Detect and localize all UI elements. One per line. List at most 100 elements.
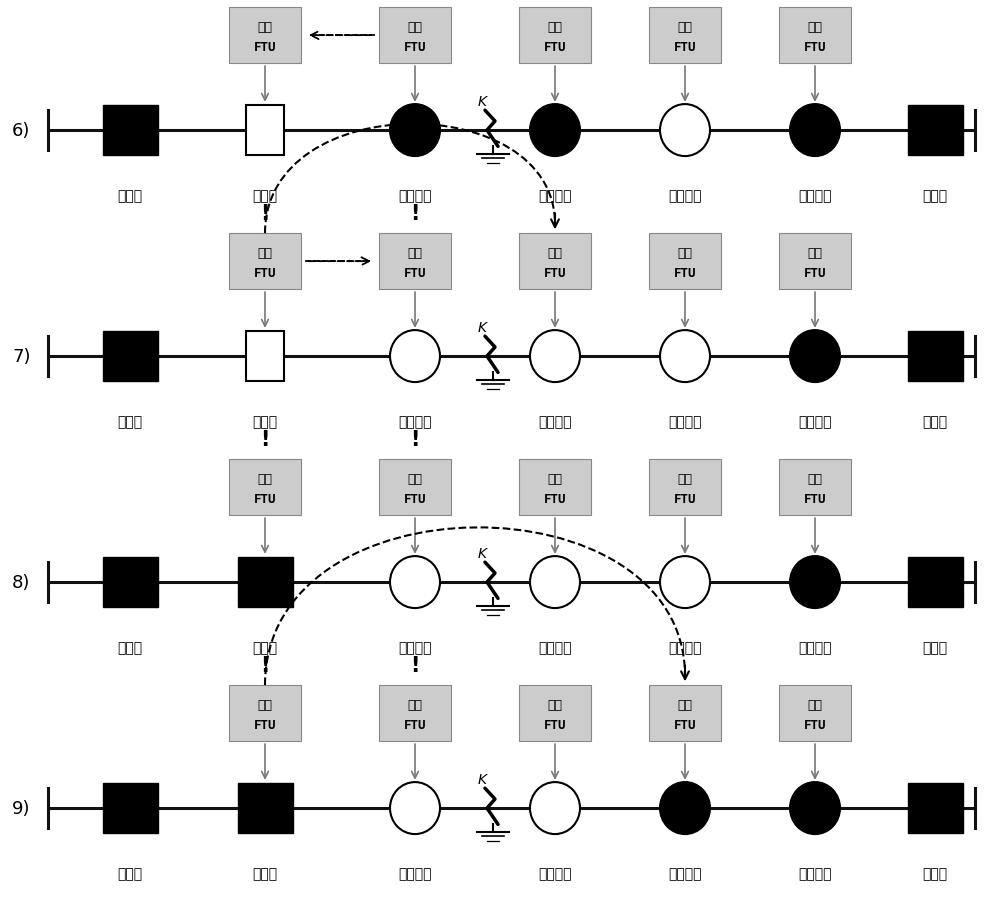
Text: 负荷开关: 负荷开关 bbox=[398, 640, 432, 655]
Text: 负荷开关: 负荷开关 bbox=[398, 866, 432, 880]
Bar bbox=[519, 234, 591, 290]
Bar bbox=[908, 106, 963, 155]
Text: 重合器: 重合器 bbox=[252, 866, 278, 880]
Text: 断路器: 断路器 bbox=[117, 414, 143, 429]
Text: !: ! bbox=[260, 430, 270, 450]
Bar bbox=[103, 558, 158, 607]
Ellipse shape bbox=[530, 105, 580, 157]
Text: FTU: FTU bbox=[404, 718, 426, 731]
Text: 断路器: 断路器 bbox=[117, 866, 143, 880]
Text: 负荷开关: 负荷开关 bbox=[798, 866, 832, 880]
Text: 负荷开关: 负荷开关 bbox=[398, 414, 432, 429]
Text: 联络开关: 联络开关 bbox=[668, 414, 702, 429]
Ellipse shape bbox=[790, 782, 840, 834]
Ellipse shape bbox=[530, 330, 580, 383]
Text: 智能: 智能 bbox=[678, 699, 692, 712]
Text: 负荷开关: 负荷开关 bbox=[798, 640, 832, 655]
Text: 智能: 智能 bbox=[808, 699, 822, 712]
Bar bbox=[238, 783, 293, 833]
Text: 断路器: 断路器 bbox=[117, 189, 143, 203]
Text: 重合器: 重合器 bbox=[252, 640, 278, 655]
Ellipse shape bbox=[790, 330, 840, 383]
Bar bbox=[649, 234, 721, 290]
Text: FTU: FTU bbox=[804, 266, 826, 280]
Text: !: ! bbox=[410, 430, 420, 450]
Text: 负荷开关: 负荷开关 bbox=[798, 189, 832, 203]
Text: !: ! bbox=[410, 656, 420, 675]
Text: 6): 6) bbox=[12, 122, 30, 140]
Bar bbox=[103, 783, 158, 833]
Text: 联络开关: 联络开关 bbox=[668, 866, 702, 880]
Text: 联络开关: 联络开关 bbox=[668, 640, 702, 655]
Text: FTU: FTU bbox=[544, 718, 566, 731]
Text: 智能: 智能 bbox=[408, 699, 422, 712]
Text: 智能: 智能 bbox=[548, 699, 562, 712]
Bar bbox=[779, 234, 851, 290]
Text: 重合器: 重合器 bbox=[252, 414, 278, 429]
Ellipse shape bbox=[660, 782, 710, 834]
Text: 负荷开关: 负荷开关 bbox=[538, 866, 572, 880]
Text: 负荷开关: 负荷开关 bbox=[538, 414, 572, 429]
Text: FTU: FTU bbox=[804, 41, 826, 54]
Bar bbox=[649, 460, 721, 516]
Text: 智能: 智能 bbox=[258, 699, 272, 712]
Text: FTU: FTU bbox=[674, 41, 696, 54]
Bar bbox=[246, 331, 284, 381]
Bar bbox=[649, 685, 721, 741]
Bar bbox=[238, 558, 293, 607]
Text: FTU: FTU bbox=[404, 492, 426, 506]
Text: 智能: 智能 bbox=[258, 247, 272, 260]
Text: 重合器: 重合器 bbox=[252, 189, 278, 203]
Bar bbox=[379, 460, 451, 516]
Text: 断路器: 断路器 bbox=[922, 866, 948, 880]
Text: 负荷开关: 负荷开关 bbox=[798, 414, 832, 429]
Text: 9): 9) bbox=[12, 799, 30, 817]
Text: 智能: 智能 bbox=[258, 473, 272, 486]
Bar bbox=[379, 8, 451, 64]
Text: FTU: FTU bbox=[544, 492, 566, 506]
Text: 断路器: 断路器 bbox=[922, 414, 948, 429]
Bar bbox=[519, 460, 591, 516]
Bar bbox=[103, 331, 158, 381]
Bar bbox=[779, 8, 851, 64]
Text: 7): 7) bbox=[12, 348, 30, 366]
Bar bbox=[779, 685, 851, 741]
Text: 智能: 智能 bbox=[548, 473, 562, 486]
Text: 智能: 智能 bbox=[808, 473, 822, 486]
Ellipse shape bbox=[790, 556, 840, 609]
Text: FTU: FTU bbox=[544, 266, 566, 280]
Text: FTU: FTU bbox=[254, 492, 276, 506]
Bar bbox=[519, 685, 591, 741]
Ellipse shape bbox=[660, 330, 710, 383]
Text: FTU: FTU bbox=[804, 492, 826, 506]
Text: !: ! bbox=[410, 204, 420, 224]
Text: FTU: FTU bbox=[804, 718, 826, 731]
Text: 智能: 智能 bbox=[678, 473, 692, 486]
Text: K: K bbox=[477, 321, 487, 335]
Text: FTU: FTU bbox=[404, 41, 426, 54]
Bar bbox=[379, 685, 451, 741]
Text: !: ! bbox=[260, 656, 270, 675]
Ellipse shape bbox=[530, 782, 580, 834]
Ellipse shape bbox=[790, 105, 840, 157]
Text: 智能: 智能 bbox=[678, 22, 692, 34]
Text: 负荷开关: 负荷开关 bbox=[538, 189, 572, 203]
Ellipse shape bbox=[660, 556, 710, 609]
Text: 智能: 智能 bbox=[548, 22, 562, 34]
Text: 联络开关: 联络开关 bbox=[668, 189, 702, 203]
Text: !: ! bbox=[260, 204, 270, 224]
Text: 智能: 智能 bbox=[678, 247, 692, 260]
Text: 智能: 智能 bbox=[408, 22, 422, 34]
Text: 负荷开关: 负荷开关 bbox=[398, 189, 432, 203]
Text: 智能: 智能 bbox=[408, 247, 422, 260]
Bar bbox=[908, 783, 963, 833]
Text: FTU: FTU bbox=[674, 718, 696, 731]
Bar bbox=[229, 234, 301, 290]
Bar bbox=[908, 331, 963, 381]
Ellipse shape bbox=[390, 330, 440, 383]
Text: K: K bbox=[477, 772, 487, 787]
Text: FTU: FTU bbox=[254, 718, 276, 731]
Text: 断路器: 断路器 bbox=[922, 640, 948, 655]
Bar bbox=[519, 8, 591, 64]
Text: FTU: FTU bbox=[674, 492, 696, 506]
